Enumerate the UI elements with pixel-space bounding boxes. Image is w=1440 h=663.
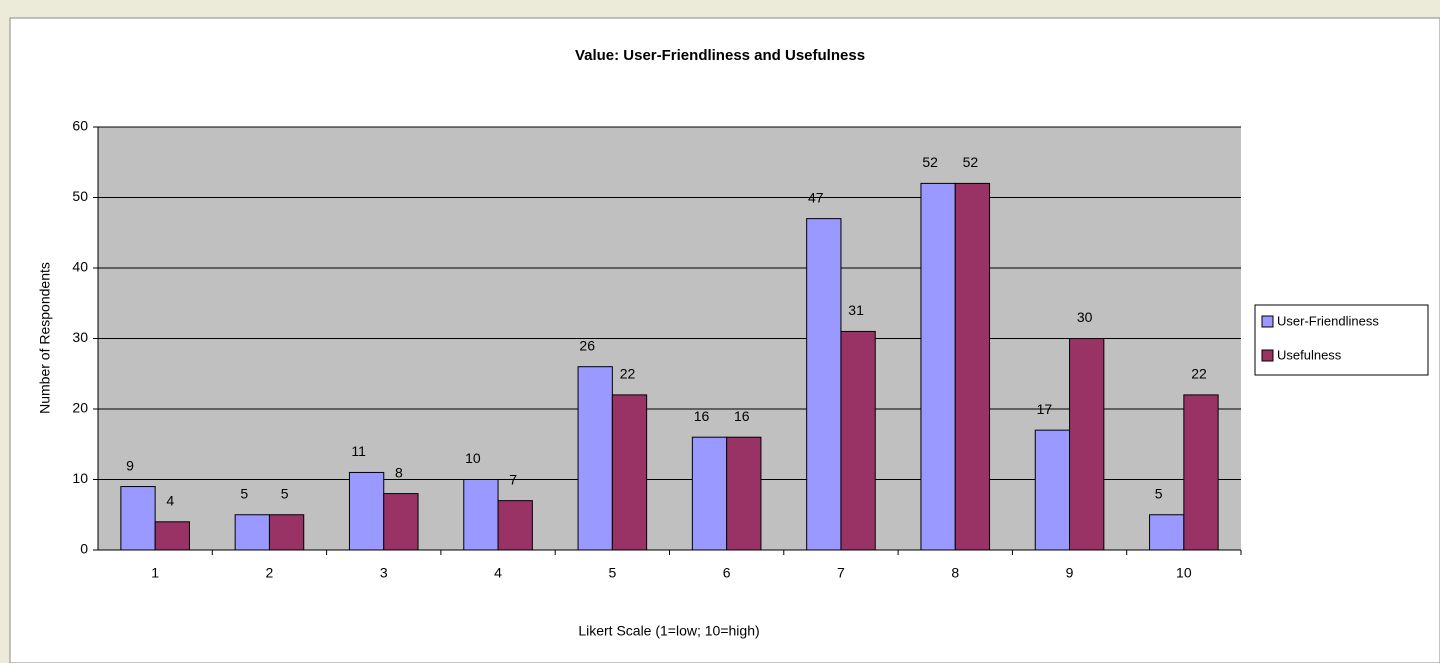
x-tick-label: 1	[151, 565, 159, 581]
data-label: 11	[351, 443, 366, 459]
bar	[611, 394, 648, 551]
chart-title: Value: User-Friendliness and Usefulness	[575, 47, 865, 64]
data-label: 16	[694, 408, 710, 424]
data-label: 22	[620, 366, 636, 382]
y-tick-label: 30	[72, 329, 88, 345]
legend	[1254, 304, 1429, 376]
bar	[1183, 394, 1219, 551]
data-label: 16	[734, 408, 750, 424]
x-tick-label: 6	[723, 565, 731, 581]
bar	[348, 471, 385, 551]
data-label: 31	[848, 302, 864, 318]
bar	[1149, 514, 1185, 551]
bar	[234, 514, 270, 551]
y-tick-label: 20	[72, 400, 88, 416]
bar	[920, 182, 956, 551]
y-tick-label: 0	[80, 541, 88, 557]
x-tick-label: 4	[494, 565, 502, 581]
y-axis-label: Number of Respondents	[37, 262, 53, 414]
data-label: 52	[963, 154, 979, 170]
x-tick-label: 5	[608, 565, 616, 581]
data-label: 52	[922, 154, 938, 170]
data-label: 47	[808, 189, 824, 205]
bar	[954, 182, 991, 551]
legend-swatch	[1261, 315, 1274, 328]
data-label: 7	[509, 471, 517, 487]
data-label: 30	[1077, 309, 1093, 325]
x-tick-label: 10	[1176, 565, 1192, 581]
data-label: 17	[1037, 401, 1053, 417]
data-label: 5	[240, 485, 248, 501]
y-tick-label: 10	[72, 470, 88, 486]
bar	[383, 493, 419, 551]
x-tick-label: 2	[266, 565, 274, 581]
legend-label: Usefulness	[1277, 347, 1342, 362]
data-label: 26	[579, 337, 595, 353]
bar	[497, 500, 533, 551]
bar	[806, 218, 842, 551]
x-tick-label: 7	[837, 565, 845, 581]
legend-label: User-Friendliness	[1277, 313, 1379, 328]
bar	[1034, 429, 1071, 551]
data-label: 8	[395, 464, 403, 480]
bar	[463, 479, 499, 551]
bar	[1069, 338, 1105, 551]
y-tick-label: 50	[72, 188, 88, 204]
data-label: 9	[126, 457, 134, 473]
x-tick-label: 3	[380, 565, 388, 581]
data-label: 10	[465, 450, 481, 466]
bar	[268, 514, 305, 551]
x-tick-label: 9	[1066, 565, 1074, 581]
bar	[691, 436, 728, 551]
data-label: 5	[281, 485, 289, 501]
data-label: 4	[166, 493, 174, 509]
y-tick-label: 60	[72, 118, 88, 134]
bar	[120, 486, 156, 551]
bar	[840, 330, 876, 551]
x-tick-label: 8	[951, 565, 959, 581]
y-tick-label: 40	[72, 259, 88, 275]
bar	[726, 436, 762, 551]
x-axis-label: Likert Scale (1=low; 10=high)	[578, 623, 759, 639]
legend-swatch	[1261, 349, 1274, 362]
data-label: 5	[1155, 485, 1163, 501]
bar	[577, 366, 613, 551]
bar	[154, 521, 190, 551]
data-label: 22	[1191, 366, 1207, 382]
